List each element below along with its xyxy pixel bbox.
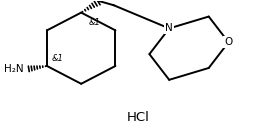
Text: &1: &1 xyxy=(52,54,64,63)
Text: &1: &1 xyxy=(89,18,101,27)
Text: N: N xyxy=(165,23,173,33)
Text: HCl: HCl xyxy=(127,111,150,124)
Text: O: O xyxy=(224,37,233,47)
Text: H₂N: H₂N xyxy=(4,64,24,74)
